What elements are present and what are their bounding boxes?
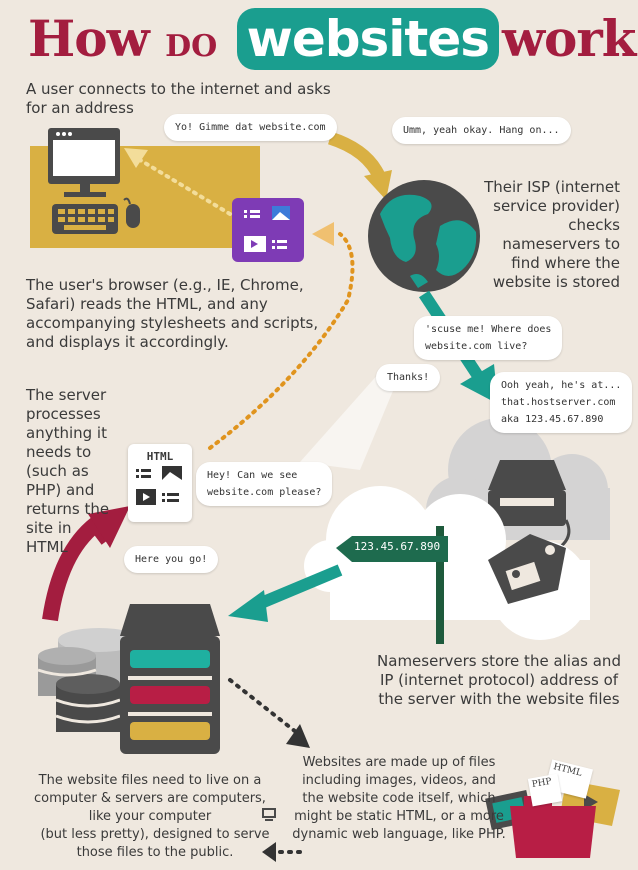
bubble-gimme: Yo! Gimme dat website.com (164, 114, 337, 141)
text-live-on-computer: The website files need to live on a comp… (34, 773, 266, 824)
html-card-label: HTML (146, 450, 174, 463)
small-monitor-icon (262, 808, 276, 821)
ip-sign-board (336, 536, 448, 562)
crimson-arrowhead-icon (88, 506, 130, 548)
bubble-scuse-line2: website.com live? (425, 341, 528, 352)
title-do: DO (165, 29, 218, 64)
request-beam (300, 372, 400, 470)
dotted-arrow-to-monitor (138, 158, 232, 216)
signpost-pole (436, 526, 444, 644)
text-isp: Their ISP (internet service provider) ch… (484, 178, 620, 291)
html-card-content-icon (136, 466, 182, 505)
orange-arrowhead-icon (312, 222, 334, 246)
bubble-here: Here you go! (124, 546, 219, 573)
bubble-scuse: 'scuse me! Where does website.com live? (414, 316, 563, 360)
black-arrowhead-left-icon (262, 842, 276, 862)
globe-icon (368, 180, 480, 292)
text-live-on-computer-2: (but less pretty), designed to serve tho… (40, 827, 270, 860)
title-websites: websites (236, 8, 500, 70)
teal-arrowhead-icon (228, 590, 268, 622)
id-tag-icon (488, 534, 566, 604)
mouse-icon (123, 197, 140, 228)
text-server-processes: The server processes anything it needs t… (26, 386, 110, 556)
teal-arrow-to-server (251, 564, 343, 612)
dotted-orange-path (208, 232, 355, 450)
arrowhead-icon (124, 148, 148, 168)
bubble-umm: Umm, yeah okay. Hang on... (392, 117, 571, 144)
bubble-ooh: Ooh yeah, he's at... that.hostserver.com… (490, 372, 633, 433)
bubble-thanks: Thanks! (376, 364, 441, 391)
web-server-icon (120, 604, 220, 754)
text-files: Websites are made up of files including … (292, 755, 506, 842)
text-nameservers: Nameservers store the alias and IP (inte… (377, 652, 621, 708)
black-arrowhead-icon (286, 724, 310, 748)
bubble-hey-line1: Hey! Can we see (207, 470, 298, 481)
bubble-ooh-line2: that.hostserver.com (501, 397, 616, 408)
html-response-card: HTML (128, 444, 192, 522)
bubble-hey-line2: website.com please? (207, 487, 322, 498)
bubble-ooh-line3: aka 123.45.67.890 (501, 414, 604, 425)
bubble-scuse-line1: 'scuse me! Where does (425, 324, 552, 335)
browser-content-icon (232, 198, 304, 262)
teal-arrowhead-icon (460, 364, 498, 404)
keyboard-icon (52, 204, 118, 234)
text-browser: The user's browser (e.g., IE, Chrome, Sa… (26, 276, 319, 351)
bubble-ooh-line1: Ooh yeah, he's at... (501, 380, 622, 391)
title-work: work? (502, 9, 638, 68)
ip-sign-label: 123.45.67.890 (354, 540, 441, 553)
gold-arrowhead-icon (364, 170, 392, 200)
computer-monitor-icon (48, 128, 120, 197)
nameserver-drive-icon (488, 460, 571, 554)
text-user-connects: A user connects to the internet and asks… (26, 80, 331, 117)
title-how: How (28, 9, 150, 68)
gold-arrow-to-globe (327, 131, 386, 181)
database-icon (37, 628, 140, 732)
php-file-paper: PHP (527, 773, 563, 807)
crimson-arrow-to-browser (42, 512, 115, 622)
dotted-arrow-to-files (228, 678, 298, 734)
bubble-hey: Hey! Can we see website.com please? (196, 462, 333, 506)
